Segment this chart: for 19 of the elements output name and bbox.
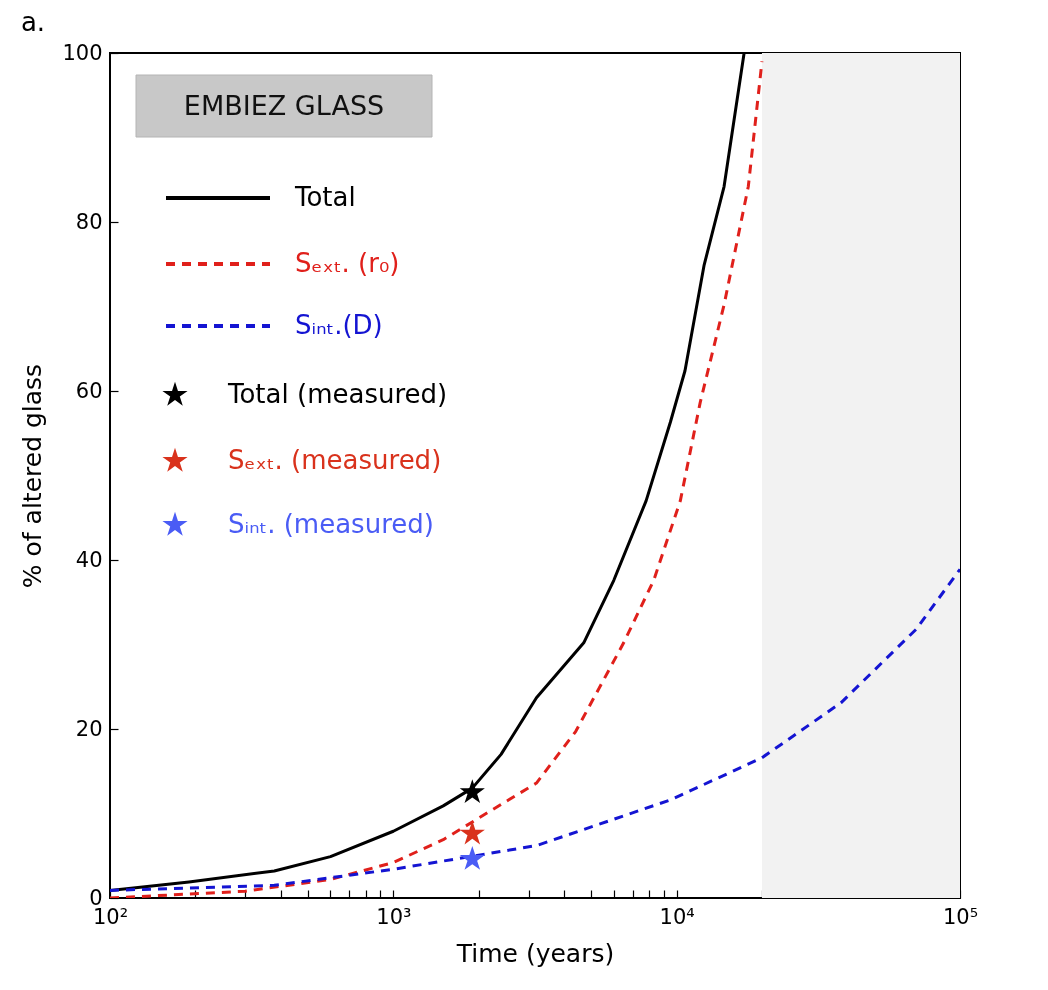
x-tick-label: 10⁴ — [659, 904, 695, 929]
x-axis-title: Time (years) — [455, 938, 615, 968]
chart-title: a. — [20, 7, 46, 37]
legend-label: Sₑₓₜ. (measured) — [228, 445, 442, 475]
legend-label: Total — [294, 182, 356, 212]
y-tick-label: 60 — [75, 378, 103, 403]
x-tick-label: 10² — [92, 904, 129, 929]
y-tick-label: 40 — [75, 547, 103, 572]
y-tick-label: 80 — [75, 209, 103, 234]
legend-label: Sᵢₙₜ.(D) — [295, 310, 383, 340]
legend-label: Sᵢₙₜ. (measured) — [228, 509, 434, 539]
y-tick-label: 100 — [62, 40, 103, 65]
annotation: EMBIEZ GLASS — [183, 90, 385, 121]
legend-label: Sₑₓₜ. (r₀) — [295, 248, 400, 278]
y-tick-label: 20 — [75, 716, 103, 741]
y-axis-title: % of altered glass — [18, 363, 48, 589]
x-tick-label: 10⁵ — [942, 904, 979, 929]
legend-label: Total (measured) — [227, 379, 448, 409]
x-tick-label: 10³ — [376, 904, 412, 929]
